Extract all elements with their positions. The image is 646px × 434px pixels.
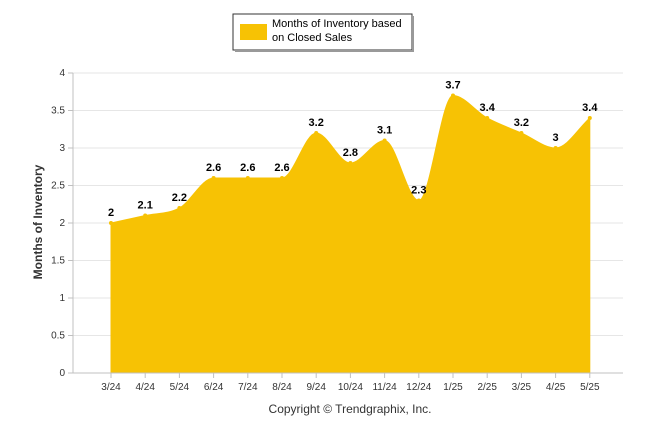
data-label: 3.4	[582, 102, 598, 114]
data-point	[177, 206, 182, 210]
data-point	[109, 221, 113, 225]
y-tick-label: 0.5	[51, 331, 65, 342]
x-tick-label: 2/25	[477, 382, 497, 393]
data-label: 2.6	[240, 162, 255, 174]
data-point	[451, 93, 455, 98]
y-tick-label: 4	[59, 68, 65, 79]
data-point	[280, 176, 284, 180]
y-tick-label: 0	[59, 368, 65, 379]
y-tick-label: 2	[59, 218, 65, 229]
data-point	[587, 116, 592, 120]
data-point	[143, 213, 148, 218]
y-tick-label: 1	[59, 293, 65, 304]
legend-box-shadow	[412, 16, 414, 52]
x-tick-label: 5/24	[170, 382, 190, 393]
y-tick-label: 1.5	[51, 256, 65, 267]
x-tick-label: 6/24	[204, 382, 224, 393]
data-label: 2.8	[343, 147, 358, 159]
y-axis-label: Months of Inventory	[31, 164, 45, 279]
data-label: 3.2	[309, 117, 324, 129]
data-point	[245, 176, 250, 180]
data-label: 2.1	[138, 200, 153, 212]
x-tick-label: 11/24	[372, 382, 397, 393]
data-label: 2.6	[274, 162, 289, 174]
data-label: 2	[108, 207, 114, 219]
data-point	[485, 116, 490, 120]
data-label: 3.1	[377, 125, 392, 137]
data-point	[519, 131, 524, 135]
data-labels: 2 2.1 2.2 2.6 2.6 2.6 3.2 2.8 3.1 2.3 3.7 3.4 3.2 3 3.…	[108, 80, 598, 220]
data-label: 2.2	[172, 192, 187, 204]
legend-text-line2: on Closed Sales	[272, 32, 353, 44]
legend: Months of Inventory based on Closed Sale…	[232, 13, 414, 52]
y-tick-label: 2.5	[51, 181, 65, 192]
x-tick-label: 12/24	[406, 382, 431, 393]
data-label: 2.3	[411, 185, 426, 197]
data-label: 3.2	[514, 117, 529, 129]
data-label: 3.7	[445, 80, 460, 92]
x-tick-label: 5/25	[580, 382, 600, 393]
x-tick-label: 1/25	[443, 382, 463, 393]
y-tick-label: 3.5	[51, 106, 65, 117]
data-point	[553, 146, 558, 150]
legend-text-line1: Months of Inventory based	[272, 18, 402, 30]
area-series-fill	[110, 94, 591, 374]
x-tick-label: 8/24	[272, 382, 292, 393]
data-point	[416, 198, 421, 203]
x-tick-label: 7/24	[238, 382, 258, 393]
y-tick-label: 3	[59, 143, 65, 154]
data-label: 3.4	[480, 102, 496, 114]
legend-box-shadow-bottom	[235, 50, 414, 52]
data-point	[348, 161, 353, 165]
data-label: 2.6	[206, 162, 221, 174]
x-tick-label: 3/25	[512, 382, 532, 393]
x-tick-label: 4/24	[135, 382, 155, 393]
axes: 0 0.5 1 1.5 2 2.5 3 3.5 4 3/24 4/24 5/24 6/24 7/24 8/2…	[51, 68, 623, 393]
data-point	[314, 131, 319, 135]
legend-swatch	[240, 24, 267, 40]
x-tick-label: 9/24	[306, 382, 326, 393]
x-tick-label: 10/24	[338, 382, 363, 393]
data-point	[382, 138, 387, 143]
copyright-text: Copyright © Trendgraphix, Inc.	[269, 402, 432, 416]
x-tick-label: 4/25	[546, 382, 566, 393]
x-tick-label: 3/24	[101, 382, 121, 393]
data-label: 3	[553, 132, 559, 144]
series-area	[109, 93, 592, 374]
data-point	[211, 176, 216, 180]
